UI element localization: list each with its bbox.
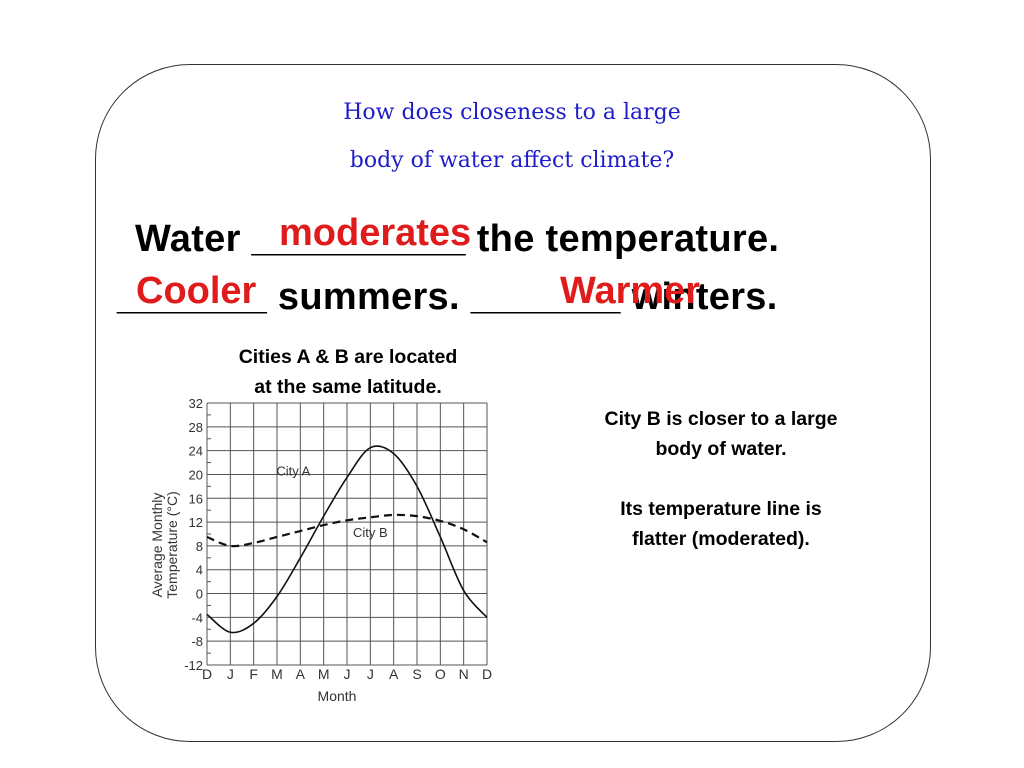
statement-water: Water [135,218,252,260]
x-tick-label: S [412,666,421,682]
statement-line-2: _______ summers. _______ winters. [117,276,778,319]
x-tick-label: J [227,666,234,682]
x-tick-label: M [271,666,283,682]
x-tick-label: F [249,666,258,682]
series-label: City A [276,464,310,479]
y-axis-label-line: Temperature (°C) [164,491,180,599]
x-tick-label: D [482,666,492,682]
x-tick-label: A [296,666,306,682]
x-tick-label: J [344,666,351,682]
side-note-line-1: City B is closer to a large [604,408,838,430]
y-tick-label: 32 [189,396,203,411]
series-label: City B [353,525,388,540]
x-tick-label: M [318,666,330,682]
statement-summers: summers. [267,276,471,318]
y-tick-label: -12 [184,658,203,673]
series-line-city-b [206,513,488,548]
y-tick-label: 24 [189,444,203,459]
x-tick-label: O [435,666,446,682]
side-note-line-4: flatter (moderated). [632,528,810,550]
x-tick-label: D [202,666,212,682]
side-note-line-2: body of water. [655,438,787,460]
chart-series: City A City B [206,445,488,634]
x-tick-label: A [389,666,399,682]
x-axis-label: Month [318,688,357,704]
fill-blank-2: _______ [117,276,268,318]
y-axis-label-line: Average Monthly [149,493,165,598]
y-tick-label: 0 [196,587,203,602]
fill-blank-3: _______ [470,276,621,318]
chart-caption-line-2: at the same latitude. [254,376,442,398]
y-tick-label: 4 [196,563,203,578]
answer-cooler: Cooler [136,270,257,312]
side-notes: City B is closer to a large body of wate… [551,404,891,554]
chart-caption-line-1: Cities A & B are located [238,346,458,368]
y-tick-label: 8 [196,539,203,554]
question-line-2: body of water affect climate? [349,148,675,173]
statement-temperature: the temperature. [465,218,780,260]
y-tick-label: 28 [189,420,203,435]
statement-winters: winters. [620,276,778,318]
x-tick-label: J [367,666,374,682]
y-tick-labels: 32 28 24 20 16 12 8 4 0 -4 -8 -12 [184,396,203,673]
fill-blank-1: __________ [251,218,466,260]
y-tick-label: 20 [189,467,203,482]
answer-warmer: Warmer [560,270,701,312]
y-tick-label: 16 [189,491,203,506]
x-tick-label: N [459,666,469,682]
y-axis-label: Average Monthly Temperature (°C) [149,491,180,599]
chart-caption: Cities A & B are located at the same lat… [178,342,518,402]
chart-grid [206,402,488,666]
y-tick-label: -4 [191,610,203,625]
y-tick-label: 12 [189,515,203,530]
slide-frame [95,64,931,742]
question-line-1: How does closeness to a large [343,100,681,125]
answer-moderates: moderates [279,212,472,254]
series-line-city-a [206,445,488,634]
y-tick-label: -8 [191,634,203,649]
y-axis-label-group: Average Monthly Temperature (°C) [149,491,180,599]
side-note-line-3: Its temperature line is [620,498,822,520]
statement-line-1: Water __________ the temperature. [135,218,779,261]
